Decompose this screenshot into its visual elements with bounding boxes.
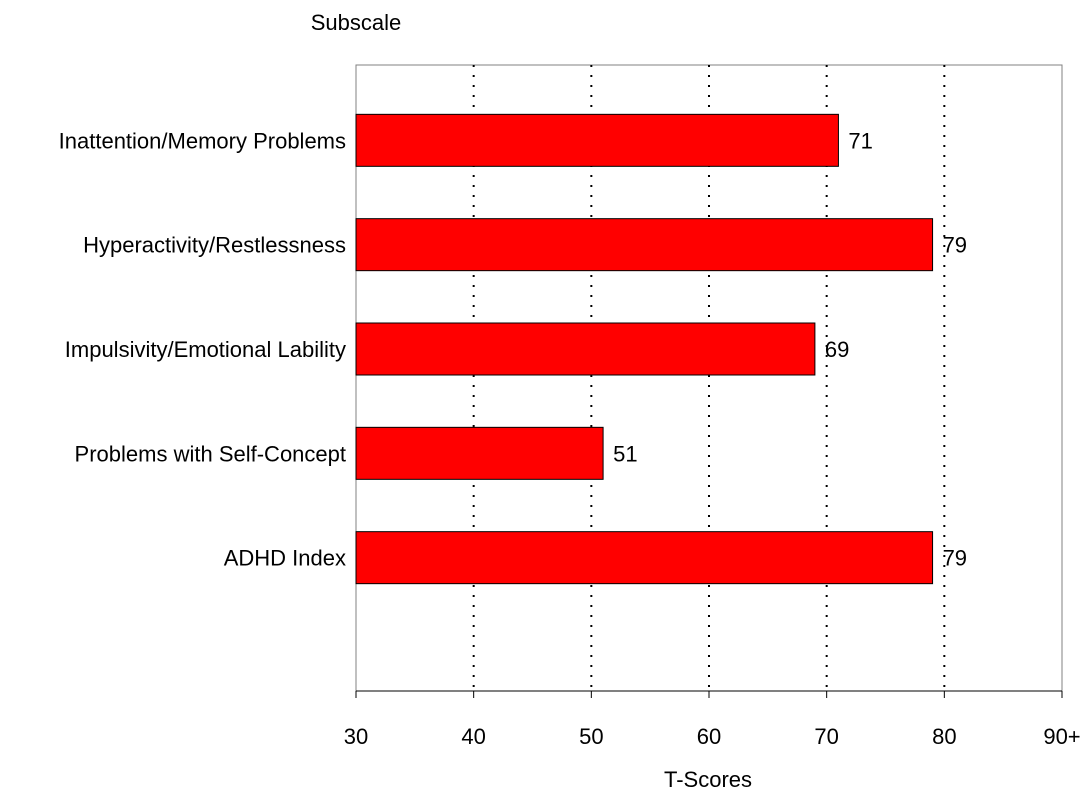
data-labels: 71 79 69 51 79: [613, 128, 967, 570]
value-label: 51: [613, 441, 637, 466]
value-label: 79: [943, 546, 967, 571]
value-label: 71: [848, 128, 872, 153]
category-label: Impulsivity/Emotional Lability: [65, 337, 346, 362]
x-tick-label: 40: [461, 724, 485, 749]
grid-lines: [472, 65, 946, 691]
x-tick-label: 70: [814, 724, 838, 749]
category-label: Problems with Self-Concept: [75, 441, 346, 466]
category-labels: Inattention/Memory Problems Hyperactivity…: [59, 128, 346, 570]
category-label: ADHD Index: [224, 546, 346, 571]
category-label: Inattention/Memory Problems: [59, 128, 346, 153]
bar: [355, 113, 839, 167]
category-label: Hyperactivity/Restlessness: [83, 233, 346, 258]
bars: [355, 113, 934, 585]
x-tick-label: 80: [932, 724, 956, 749]
bar: [355, 426, 604, 480]
bar: [355, 531, 934, 585]
x-tick-label: 30: [344, 724, 368, 749]
y-axis-title: Subscale: [311, 10, 402, 35]
bar: [355, 218, 934, 272]
x-axis: 30 40 50 60 70 80 90+: [344, 690, 1081, 749]
x-tick-label: 90+: [1043, 724, 1080, 749]
x-tick-label: 50: [579, 724, 603, 749]
x-axis-title: T-Scores: [664, 767, 752, 792]
value-label: 79: [943, 233, 967, 258]
x-tick-label: 60: [697, 724, 721, 749]
value-label: 69: [825, 337, 849, 362]
bar: [355, 322, 816, 376]
